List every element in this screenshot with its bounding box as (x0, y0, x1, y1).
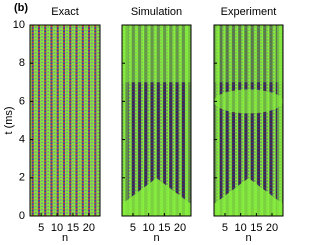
x-tick-label: 10 (143, 222, 155, 234)
y-tick-label: 8 (19, 57, 25, 69)
y-tick-label: 0 (19, 210, 25, 222)
x-axis-label: n (62, 232, 68, 244)
heatmap-region (214, 25, 220, 216)
panel-title: Simulation (131, 6, 182, 18)
plot-frame (213, 24, 284, 217)
panel-label: (b) (14, 2, 28, 14)
y-tick-label: 2 (19, 172, 25, 184)
heatmap-region (214, 89, 283, 114)
heatmap-region (214, 25, 283, 83)
heatmap-region (122, 25, 128, 216)
x-axis-label: n (245, 232, 251, 244)
heatmap-region (122, 178, 191, 216)
x-tick-label: 5 (130, 222, 136, 234)
panel-title: Exact (51, 6, 79, 18)
x-tick-label: 20 (174, 222, 186, 234)
y-tick-label: 6 (19, 95, 25, 107)
heatmap (30, 25, 100, 216)
x-tick-label: 15 (158, 222, 170, 234)
x-axis-label: n (153, 232, 159, 244)
heatmap-region (122, 25, 191, 83)
plot-frame (121, 24, 192, 217)
y-tick-label: 10 (13, 19, 25, 31)
x-tick-label: 20 (83, 222, 95, 234)
y-tick-label: 4 (19, 134, 25, 146)
x-tick-label: 15 (67, 222, 79, 234)
heatmap-region (277, 25, 283, 216)
panel-title: Experiment (221, 6, 277, 18)
x-tick-label: 5 (38, 222, 44, 234)
heatmap-region (214, 178, 283, 216)
x-tick-label: 10 (235, 222, 247, 234)
heatmap-region (185, 25, 191, 216)
y-axis-label: t (ms) (3, 106, 15, 134)
x-tick-label: 20 (266, 222, 278, 234)
x-tick-label: 10 (51, 222, 63, 234)
x-tick-label: 5 (222, 222, 228, 234)
plot-frame (29, 24, 101, 217)
x-tick-label: 15 (250, 222, 262, 234)
